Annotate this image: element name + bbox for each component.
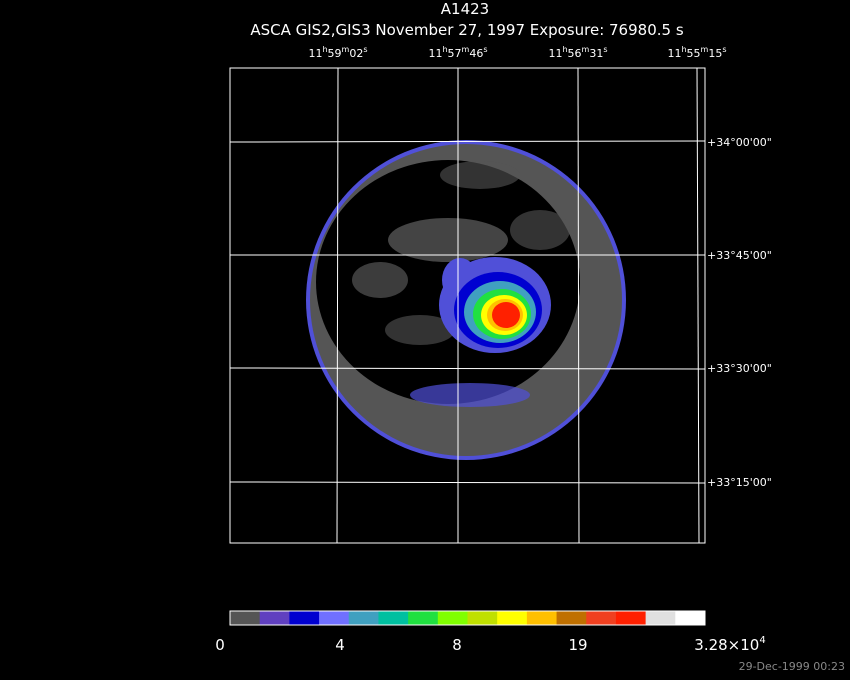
colorbar-label: 4 — [335, 636, 345, 654]
ra-label: 11h56m31s — [548, 45, 607, 60]
ra-unit: m — [701, 45, 709, 54]
colorbar-swatch — [259, 611, 290, 625]
ra-unit: h — [442, 45, 447, 54]
colorbar-swatch — [467, 611, 498, 625]
ra-value: 11 — [667, 47, 681, 60]
colorbar-swatch — [586, 611, 617, 625]
dec-label: +34°00'00" — [707, 136, 772, 149]
subtitle: ASCA GIS2,GIS3 November 27, 1997 Exposur… — [250, 21, 683, 39]
patch — [410, 383, 530, 407]
ra-unit: s — [483, 45, 487, 54]
ra-value: 59 — [328, 47, 342, 60]
colorbar-label: 0 — [215, 636, 225, 654]
ra-value: 46 — [469, 47, 483, 60]
ra-unit: s — [603, 45, 607, 54]
patch — [388, 218, 508, 262]
ra-value: 02 — [349, 47, 363, 60]
dec-label: +33°15'00" — [707, 476, 772, 489]
ra-unit: m — [582, 45, 590, 54]
colorbar-swatch — [645, 611, 676, 625]
grid-line — [577, 67, 580, 544]
patch — [352, 262, 408, 298]
colorbar-label: 8 — [452, 636, 462, 654]
grid-line — [696, 67, 700, 544]
patch — [385, 315, 455, 345]
ra-unit: h — [322, 45, 327, 54]
colorbar-swatch — [615, 611, 647, 625]
ra-value: 11 — [548, 47, 562, 60]
colorbar-swatch — [437, 611, 468, 625]
colorbar-swatch — [497, 611, 528, 625]
coordinate-grid — [229, 67, 706, 544]
ra-unit: m — [462, 45, 470, 54]
sky-image — [306, 140, 626, 460]
ra-value: 11 — [308, 47, 322, 60]
colorbar-frame — [229, 610, 706, 626]
ra-unit: h — [562, 45, 567, 54]
ra-value: 31 — [589, 47, 603, 60]
ra-value: 57 — [448, 47, 462, 60]
grid-line — [229, 140, 706, 143]
colorbar-swatch — [348, 611, 379, 625]
dec-label: +33°30'00" — [707, 362, 772, 375]
source — [492, 302, 520, 328]
grid-line — [229, 481, 706, 484]
colorbar-label: 19 — [568, 636, 587, 654]
colorbar-swatch — [319, 611, 350, 625]
colorbar-swatch — [556, 611, 587, 625]
colorbar-swatch — [675, 611, 706, 625]
colorbar-swatch — [378, 611, 409, 625]
ra-unit: h — [681, 45, 686, 54]
colorbar-swatch — [289, 611, 320, 625]
patch — [440, 161, 520, 189]
colorbar-swatch — [526, 611, 558, 625]
ra-unit: m — [342, 45, 350, 54]
ra-value: 15 — [708, 47, 722, 60]
colorbar-swatch — [230, 611, 261, 625]
label-base: 3.28×10 — [694, 636, 759, 654]
label-exponent: 4 — [759, 635, 765, 646]
ra-label: 11h55m15s — [667, 45, 726, 60]
patch — [510, 210, 570, 250]
colorbar-label: 3.28×104 — [694, 635, 765, 654]
ra-value: 55 — [687, 47, 701, 60]
ra-unit: s — [722, 45, 726, 54]
ra-value: 56 — [568, 47, 582, 60]
ra-label: 11h59m02s — [308, 45, 367, 60]
ra-value: 11 — [428, 47, 442, 60]
grid-line — [229, 367, 706, 370]
title: A1423 — [441, 0, 489, 18]
grid-line — [336, 67, 339, 544]
ra-label: 11h57m46s — [428, 45, 487, 60]
dec-label: +33°45'00" — [707, 249, 772, 262]
colorbar-swatch — [408, 611, 439, 625]
timestamp: 29-Dec-1999 00:23 — [739, 660, 845, 673]
frame — [229, 67, 706, 544]
ra-unit: s — [363, 45, 367, 54]
